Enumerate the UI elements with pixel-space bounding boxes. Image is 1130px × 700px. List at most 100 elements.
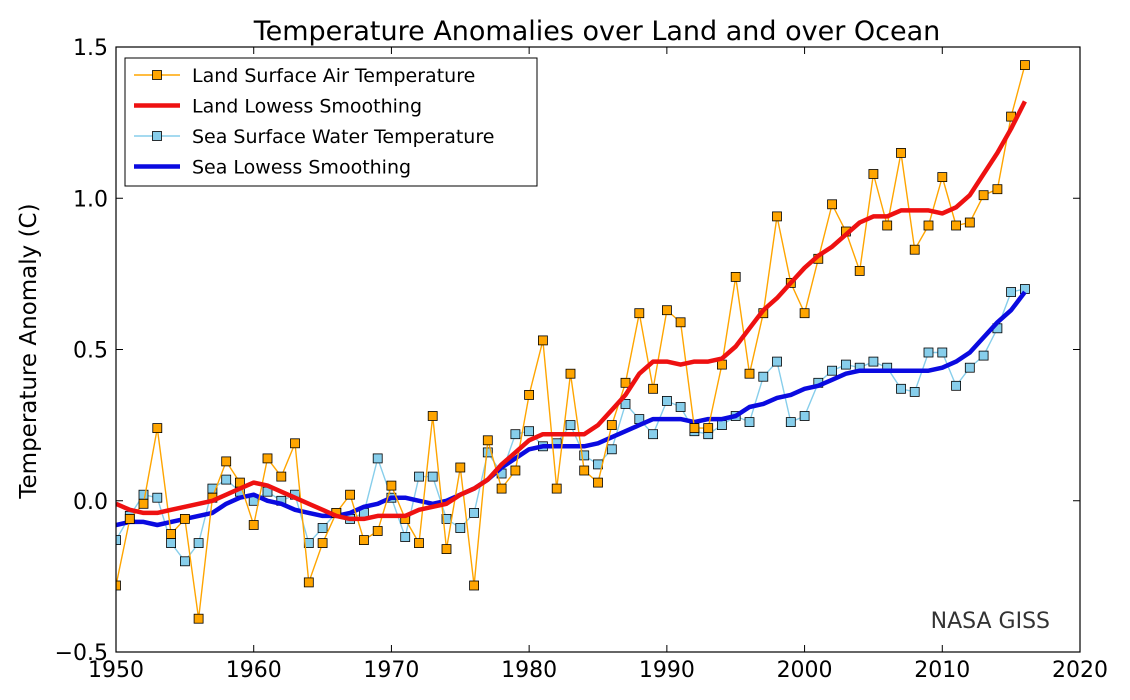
x-tick-label: 2010 [914, 658, 970, 683]
land-surface-air-temperature-point [854, 265, 865, 276]
land-surface-air-temperature-point [496, 483, 507, 494]
sea-lowess-smoothing-series [116, 290, 1027, 528]
sea-surface-water-temperature-point [565, 420, 576, 431]
y-tick-label: 0.0 [73, 490, 108, 515]
axes-ticks: 1950 1960 1970 1980 1990 2000 2010 2020 −0.5 0.0 0… [55, 36, 1108, 683]
sea-surface-water-temperature-legend-label: Sea Surface Water Temperature [192, 126, 494, 148]
chart-title: Temperature Anomalies over Land and over… [253, 16, 941, 47]
land-surface-air-temperature-point [317, 538, 328, 548]
sea-surface-water-temperature-point [455, 523, 466, 533]
sea-surface-water-temperature-point [964, 362, 975, 373]
land-surface-air-temperature-point [152, 423, 163, 434]
x-tick-label: 1950 [88, 658, 144, 683]
land-surface-air-temperature-point [482, 435, 493, 446]
plot-area [116, 60, 1030, 624]
x-tick-label: 1980 [501, 658, 557, 683]
land-surface-air-temperature-point [799, 308, 810, 319]
sea-surface-water-temperature-point [896, 383, 906, 394]
sea-surface-water-temperature-point [717, 420, 727, 431]
land-surface-air-temperature-point [909, 244, 920, 255]
sea-surface-water-temperature-point [744, 417, 755, 428]
land-surface-air-temperature-point [345, 489, 356, 500]
sea-surface-water-temperature-point [868, 356, 879, 367]
sea-surface-water-temperature-point [758, 371, 769, 382]
land-surface-air-temperature-point [964, 217, 975, 228]
land-surface-air-temperature-point [510, 465, 521, 476]
sea-surface-water-temperature-point [317, 523, 328, 533]
sea-surface-water-temperature-point [482, 447, 493, 458]
land-surface-air-temperature-point [744, 368, 755, 379]
land-surface-air-temperature-point [427, 411, 438, 421]
sea-surface-water-temperature-point [606, 444, 617, 455]
land-surface-air-temperature-point [414, 538, 424, 548]
land-surface-air-temperature-point [179, 514, 190, 524]
sea-surface-water-temperature-point [152, 492, 163, 503]
land-surface-air-temperature-point [262, 453, 273, 464]
land-surface-air-temperature-point [124, 514, 135, 524]
land-surface-air-temperature-point [648, 383, 658, 394]
sea-surface-water-temperature-point [827, 365, 837, 376]
sea-surface-water-temperature-point [193, 538, 204, 548]
land-surface-air-temperature-point [937, 172, 948, 183]
land-surface-air-temperature-point [689, 423, 700, 434]
land-surface-air-temperature-point [620, 377, 631, 388]
legend-box [124, 57, 538, 187]
sea-surface-water-temperature-point [841, 359, 851, 370]
sea-surface-water-temperature-point [799, 411, 810, 421]
land-surface-air-temperature-point [276, 471, 287, 482]
land-surface-air-temperature-point [551, 483, 562, 494]
y-tick-label: 1.5 [73, 36, 108, 61]
sea-surface-water-temperature-point [648, 429, 658, 440]
sea-surface-water-temperature-point [221, 474, 232, 485]
land-surface-air-temperature-point [441, 544, 452, 554]
x-tick-label: 1990 [639, 658, 695, 683]
land-surface-air-temperature-point [772, 211, 782, 222]
land-surface-air-temperature-point [634, 308, 645, 319]
plot-frame [115, 46, 1081, 653]
land-surface-air-temperature-point [303, 577, 314, 588]
land-surface-air-temperature-point [565, 368, 576, 379]
land-surface-air-temperature-point [248, 520, 259, 530]
sea-lowess-smoothing-legend-label: Sea Lowess Smoothing [192, 157, 411, 179]
y-axis-label: Temperature Anomaly (C) [16, 203, 42, 499]
land-lowess-smoothing-legend-label: Land Lowess Smoothing [192, 96, 422, 118]
land-surface-air-temperature-point [524, 389, 534, 400]
land-surface-air-temperature-point [138, 498, 149, 509]
y-tick-label: 1.0 [73, 187, 108, 212]
land-surface-air-temperature-legend-marker [152, 70, 162, 80]
x-tick-label: 1970 [363, 658, 419, 683]
land-surface-air-temperature-point [193, 613, 204, 624]
sea-surface-water-temperature-point [372, 453, 383, 464]
sea-surface-water-temperature-legend-marker [152, 131, 162, 141]
land-lowess-smoothing-series [116, 100, 1027, 522]
land-surface-air-temperature-series [116, 60, 1030, 624]
x-tick-label: 2020 [1052, 658, 1108, 683]
x-tick-label: 2000 [777, 658, 833, 683]
sea-surface-water-temperature-point [772, 356, 782, 367]
land-surface-air-temperature-point [358, 535, 369, 545]
sea-surface-water-temperature-point [620, 398, 631, 409]
land-surface-air-temperature-point [992, 184, 1003, 195]
sea-surface-water-temperature-point [675, 402, 686, 412]
sea-lowess-smoothing-line [116, 290, 1027, 528]
watermark-text: NASA GISS [931, 609, 1050, 634]
sea-surface-water-temperature-point [414, 471, 424, 482]
land-surface-air-temperature-point [538, 335, 548, 346]
sea-surface-water-temperature-point [785, 417, 796, 428]
land-surface-air-temperature-point [730, 271, 741, 282]
sea-surface-water-temperature-point [951, 380, 961, 391]
land-surface-air-temperature-point [882, 220, 893, 231]
sea-surface-water-temperature-point [427, 471, 438, 482]
sea-surface-water-temperature-point [469, 507, 480, 518]
y-tick-label: −0.5 [55, 641, 108, 666]
sea-surface-water-temperature-point [923, 347, 934, 358]
sea-surface-water-temperature-point [166, 538, 177, 548]
sea-surface-water-temperature-point [510, 429, 521, 440]
sea-surface-water-temperature-point [662, 395, 672, 406]
land-surface-air-temperature-point [827, 199, 837, 210]
sea-surface-water-temperature-point [937, 347, 948, 358]
sea-surface-water-temperature-point [179, 556, 190, 567]
land-surface-air-temperature-point [896, 147, 906, 158]
sea-surface-water-temperature-point [1006, 287, 1016, 297]
sea-surface-water-temperature-point [116, 535, 121, 545]
